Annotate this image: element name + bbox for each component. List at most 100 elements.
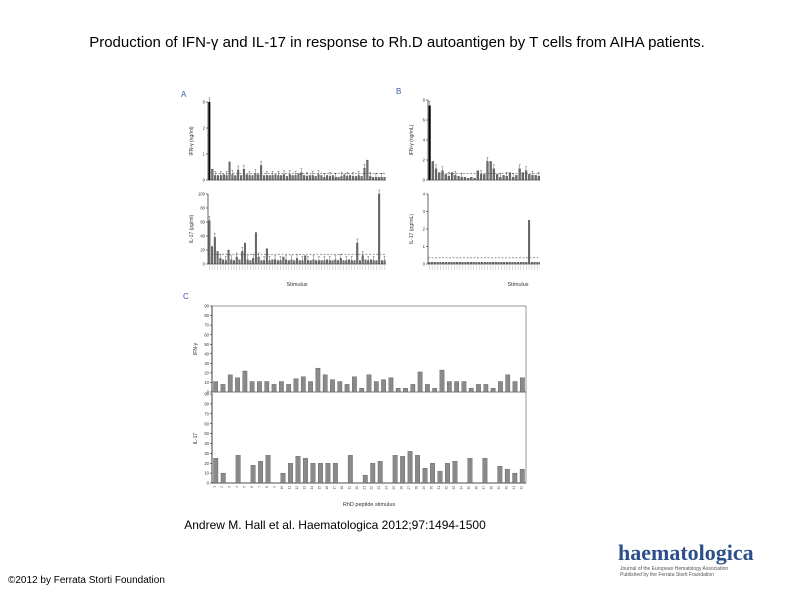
bar [534,175,537,181]
bar [415,455,420,484]
panel-a-il17-chart: 0 20 40 60 80 100 IL-17 (pg/ml) Stimulus [189,189,386,288]
bar [285,176,288,181]
bar [337,177,340,181]
y-tick-label: 100 [198,192,206,197]
y-tick-label: 20 [204,461,209,466]
y-tick-label: 10 [204,380,209,385]
bar [381,379,386,393]
x-tick-label: 32 [445,486,449,490]
bar [445,463,450,484]
bar [342,260,345,265]
bar [395,388,401,393]
x-tick-label: 17 [332,486,336,490]
bar [208,101,211,181]
bar [339,258,342,265]
y-tick-label: 4 [423,138,426,143]
bar [432,388,438,393]
bar [290,259,293,265]
bar [225,175,228,181]
bar [265,248,268,265]
bar [279,260,282,265]
bar [279,381,284,393]
x-tick-label: 10 [280,486,284,490]
bar [431,262,434,265]
y-tick-label: 2 [423,227,426,232]
bar [539,262,540,265]
x-tick-label: 6 [250,486,254,488]
bar [383,260,386,265]
bar [374,177,377,181]
bar [208,220,211,265]
bar [453,262,456,265]
x-tick-label: 30 [430,486,434,490]
bar [476,384,481,393]
x-tick-label: 31 [437,486,441,490]
bar [322,374,328,393]
bar [388,377,394,393]
bar [331,260,334,265]
y-tick-label: 0 [207,390,210,395]
y-tick-label: 50 [204,431,209,436]
bar [361,255,364,265]
logo-subtitle-2: Published by the Ferrata Storti Foundati… [620,572,714,578]
bar [528,220,531,265]
x-tick-label: 28 [415,486,419,490]
bar [300,376,306,393]
bar [219,258,222,265]
x-tick-label: 34 [459,486,463,490]
bar [211,246,214,265]
bar [224,260,227,265]
x-tick-label: 41 [512,486,516,490]
bar [530,262,533,265]
bar [499,177,502,181]
bar [320,175,323,181]
bar [308,381,313,393]
bar [353,260,356,265]
bar [265,175,268,181]
x-tick-label: 15 [317,486,321,490]
bar [231,174,234,181]
bar [467,262,470,265]
bar [227,249,230,265]
bar [310,463,316,484]
bar [369,176,372,181]
bar [537,176,540,181]
bar [422,468,428,484]
bar [363,168,366,181]
bar [438,172,441,181]
bar [249,381,255,393]
bar [303,175,306,181]
bar [445,262,447,265]
bar [492,168,496,181]
bar [330,379,335,393]
y-tick-label: 60 [204,332,209,337]
bar [442,262,445,265]
bar [470,177,473,181]
panel-c-frame [211,305,527,484]
bar [400,456,406,484]
bar [521,172,524,181]
bar [257,381,262,393]
slide-title: Production of IFN-γ and IL-17 in respons… [89,34,705,51]
bar [359,260,361,265]
bar [346,176,349,181]
bar [407,451,413,484]
bar [262,175,265,181]
bar [497,466,503,484]
bar [356,242,359,265]
bar [228,161,231,181]
bar [337,381,343,393]
bar [483,174,486,181]
bar [478,262,481,265]
x-tick-label: 14 [310,486,314,490]
bar [447,176,451,181]
bar [317,174,320,181]
bar [235,455,241,484]
bar [425,384,430,393]
bar [219,175,222,181]
copyright-text: ©2012 by Ferrata Storti Foundation [8,575,165,586]
panel-c-chart: 0 10 20 30 40 50 60 70 80 90 IFN-γ 0 10 20 30 40 50 60 70 8… [193,304,527,508]
bar [283,174,286,181]
bar [511,262,514,265]
bar [468,388,474,393]
